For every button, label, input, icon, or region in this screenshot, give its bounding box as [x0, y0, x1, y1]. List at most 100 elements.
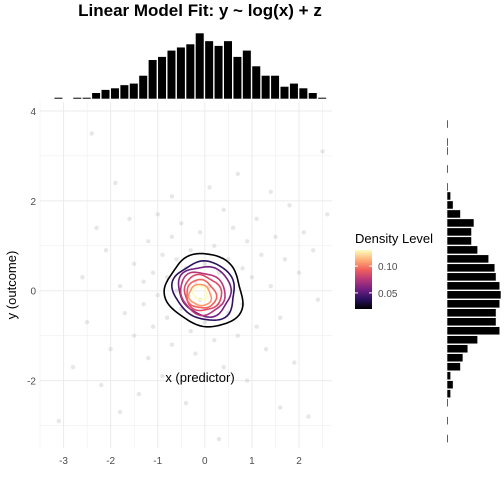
scatter-point: [160, 373, 165, 379]
legend-ticks: 0.05 0.10: [355, 262, 398, 300]
scatter-point: [183, 400, 189, 406]
y-hist-bar: [446, 398, 449, 408]
x-hist-bar: [185, 43, 195, 100]
scatter-point: [292, 360, 297, 365]
x-tick-label: -3: [59, 456, 68, 467]
scatter-point: [136, 391, 142, 397]
x-hist-bar: [176, 46, 186, 100]
y-hist-bar: [446, 200, 454, 210]
x-tick-label: -1: [153, 456, 162, 467]
scatter-point: [84, 319, 90, 325]
scatter-point: [320, 149, 325, 154]
scatter-point: [325, 212, 330, 217]
scatter-point: [221, 207, 226, 213]
scatter-point: [131, 261, 137, 266]
y-hist-bar: [446, 272, 497, 282]
x-marginal-histogram: [53, 32, 327, 100]
scatter-point: [169, 342, 175, 347]
scatter-point: [268, 189, 273, 195]
y-hist-bar: [446, 290, 502, 300]
x-hist-bar: [204, 40, 214, 100]
x-hist-bar: [308, 92, 318, 100]
scatter-point: [150, 324, 156, 329]
scatter-point: [80, 275, 85, 280]
x-hist-bar: [72, 97, 82, 100]
y-hist-bar: [446, 326, 501, 336]
x-hist-bar: [148, 59, 158, 100]
scatter-point: [254, 324, 259, 329]
y-hist-bar: [446, 218, 475, 228]
y-hist-bar: [446, 317, 497, 327]
x-hist-bar: [251, 65, 261, 100]
y-hist-bar: [446, 236, 472, 246]
y-hist-bar: [446, 245, 478, 255]
scatter-point: [117, 409, 123, 415]
scatter-point: [212, 243, 217, 248]
y-hist-bar: [446, 254, 490, 264]
y-hist-bar: [446, 137, 449, 147]
x-tick-label: 0: [202, 456, 208, 467]
scatter-point: [273, 234, 278, 240]
scatter-point: [212, 337, 217, 343]
scatter-point: [164, 315, 170, 320]
y-tick-label: 0: [30, 287, 36, 298]
x-hist-bar: [82, 97, 92, 100]
legend-colorbar: [355, 250, 372, 309]
scatter-point: [193, 351, 198, 356]
y-axis-label: y (outcome): [4, 251, 19, 320]
scatter-point: [235, 333, 241, 338]
y-hist-bar: [446, 299, 501, 309]
y-hist-bar: [446, 344, 469, 354]
y-hist-bar: [446, 227, 472, 237]
scatter-point: [202, 261, 208, 266]
scatter-point: [282, 257, 288, 262]
y-hist-bar: [446, 119, 449, 129]
x-axis-label: x (predictor): [165, 370, 234, 385]
y-tick-label: 4: [30, 107, 36, 118]
x-hist-bar: [298, 87, 308, 100]
scatter-point: [259, 252, 264, 257]
y-hist-bar: [446, 191, 451, 201]
scatter-point: [188, 328, 193, 334]
y-tick-label: 2: [30, 197, 36, 208]
y-tick-label: -2: [27, 377, 36, 388]
grid-lines: [39, 102, 332, 448]
scatter-point: [131, 333, 137, 338]
y-hist-bar: [446, 164, 449, 174]
x-hist-bar: [289, 82, 299, 100]
y-hist-bar: [446, 362, 461, 372]
x-hist-bar: [129, 82, 139, 100]
scatter-point: [268, 284, 273, 289]
x-hist-bar: [195, 32, 205, 100]
legend-tick-label: 0.10: [378, 262, 398, 273]
x-hist-bar: [138, 75, 148, 100]
scatter-point: [146, 239, 151, 244]
x-tick-label: 1: [249, 456, 255, 467]
scatter-point: [310, 248, 316, 253]
x-hist-bar: [317, 97, 327, 100]
scatter-point: [235, 171, 241, 177]
scatter-point: [103, 248, 109, 253]
x-hist-bar: [261, 75, 271, 100]
x-hist-bar: [166, 49, 177, 100]
y-hist-bar: [446, 281, 501, 291]
y-hist-bar: [446, 263, 496, 273]
scatter-point: [174, 257, 179, 262]
scatter-point: [127, 216, 132, 222]
scatter-point: [70, 364, 76, 370]
scatter-point: [202, 319, 208, 325]
scatter-point: [249, 275, 255, 280]
y-hist-bar: [446, 146, 449, 156]
x-tick-label: 2: [296, 456, 302, 467]
x-hist-bar: [100, 89, 111, 100]
scatter-point: [122, 310, 127, 316]
scatter-point: [155, 293, 160, 298]
x-hist-bar: [213, 45, 224, 100]
scatter-point: [245, 239, 250, 244]
scatter-point: [117, 284, 123, 289]
density-contour: [186, 278, 218, 309]
scatter-point: [155, 212, 160, 217]
legend-title: Density Level: [355, 231, 433, 246]
density-contours: [163, 252, 244, 328]
